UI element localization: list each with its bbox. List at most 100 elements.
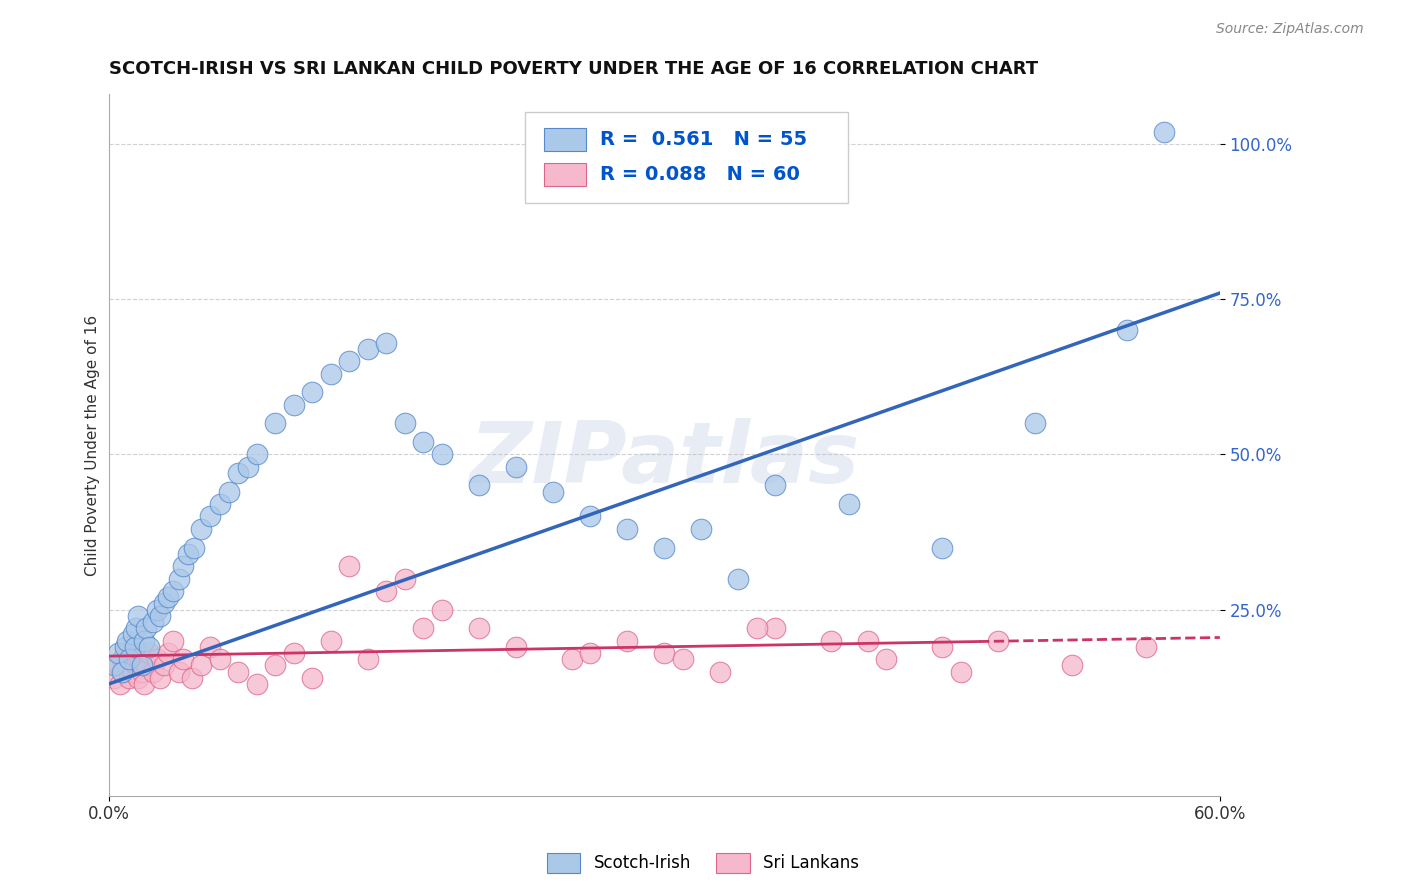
Point (1153, 125, 1175, 139)
Point (108, 677, 131, 691)
Point (652, 541, 675, 555)
Point (208, 652, 231, 666)
Point (190, 658, 212, 673)
Point (505, 640, 527, 654)
Point (121, 665, 143, 679)
Point (561, 652, 583, 666)
Point (131, 658, 153, 673)
Point (745, 621, 768, 635)
Point (118, 671, 141, 685)
Bar (544, 128, 586, 151)
Point (987, 633, 1010, 648)
Point (876, 652, 898, 666)
Point (142, 615, 165, 629)
Point (412, 435, 434, 450)
FancyBboxPatch shape (526, 112, 848, 203)
Point (156, 590, 179, 604)
Point (301, 671, 323, 685)
Point (146, 602, 169, 616)
Point (156, 646, 179, 660)
Point (118, 652, 141, 666)
Point (127, 608, 149, 623)
Bar (544, 163, 586, 186)
Point (226, 466, 249, 480)
Point (103, 658, 125, 673)
Text: R = 0.088   N = 60: R = 0.088 N = 60 (600, 165, 800, 184)
Point (319, 633, 342, 648)
Y-axis label: Child Poverty Under the Age of 16: Child Poverty Under the Age of 16 (86, 315, 100, 575)
Point (107, 658, 129, 673)
Point (107, 646, 129, 660)
Point (375, 583, 398, 598)
Point (468, 478, 491, 492)
Legend: Scotch-Irish, Sri Lankans: Scotch-Irish, Sri Lankans (540, 847, 866, 880)
Point (339, 354, 361, 368)
Point (412, 621, 434, 635)
Point (763, 478, 786, 492)
Point (394, 417, 416, 431)
Point (856, 633, 879, 648)
Point (690, 522, 713, 536)
Point (124, 646, 146, 660)
Point (357, 342, 380, 356)
Text: R =  0.561   N = 55: R = 0.561 N = 55 (600, 130, 807, 149)
Point (283, 398, 305, 412)
Point (121, 627, 143, 641)
Point (167, 665, 190, 679)
Point (200, 640, 222, 654)
Point (541, 484, 564, 499)
Point (153, 596, 176, 610)
Point (135, 658, 157, 673)
Point (357, 652, 380, 666)
Point (183, 541, 205, 555)
Point (103, 671, 125, 685)
Point (146, 652, 169, 666)
Point (149, 608, 172, 623)
Point (190, 522, 212, 536)
Point (430, 447, 453, 461)
Point (124, 640, 146, 654)
Point (283, 646, 305, 660)
Point (1116, 323, 1139, 337)
Point (616, 633, 638, 648)
Point (931, 541, 953, 555)
Point (652, 646, 675, 660)
Point (125, 621, 148, 635)
Point (264, 417, 287, 431)
Point (208, 497, 231, 511)
Point (468, 621, 491, 635)
Point (236, 459, 259, 474)
Point (172, 559, 194, 574)
Point (394, 572, 416, 586)
Point (115, 658, 138, 673)
Point (820, 633, 842, 648)
Point (301, 385, 323, 400)
Point (430, 602, 453, 616)
Point (763, 621, 786, 635)
Point (110, 652, 132, 666)
Point (505, 459, 527, 474)
Point (167, 572, 190, 586)
Point (138, 646, 160, 660)
Point (115, 633, 138, 648)
Point (339, 559, 361, 574)
Text: ZIPatlas: ZIPatlas (470, 417, 859, 500)
Point (1135, 640, 1157, 654)
Point (114, 640, 136, 654)
Point (112, 665, 135, 679)
Point (579, 646, 602, 660)
Point (616, 522, 638, 536)
Point (120, 652, 142, 666)
Point (226, 665, 249, 679)
Point (246, 677, 269, 691)
Point (177, 547, 200, 561)
Point (135, 621, 157, 635)
Point (375, 335, 398, 350)
Point (138, 640, 160, 654)
Point (200, 509, 222, 524)
Point (672, 652, 695, 666)
Point (162, 583, 184, 598)
Point (172, 652, 194, 666)
Point (218, 484, 240, 499)
Point (131, 665, 153, 679)
